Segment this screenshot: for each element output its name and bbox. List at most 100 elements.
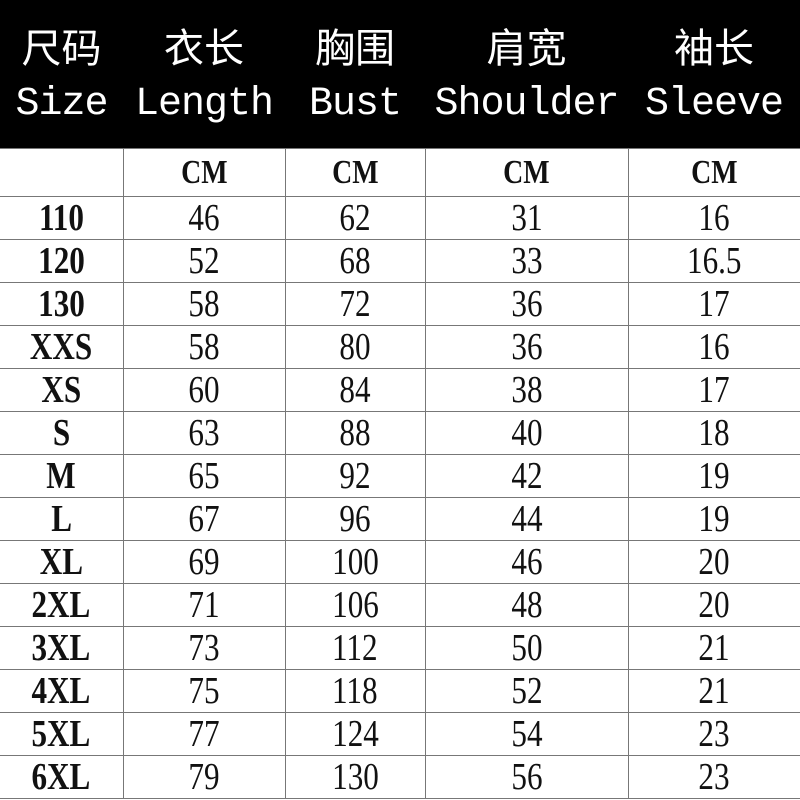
cell-value: 120 [37,240,85,282]
cell-shoulder: 48 [424,583,629,627]
cell-value: 16.5 [686,240,742,282]
cell-length: 65 [122,454,286,498]
table-row: S 63 88 40 18 [0,411,800,455]
cell-size: M [0,454,124,498]
cell-value: 48 [510,584,543,626]
header-length-en: Length [134,82,274,127]
cell-size: L [0,497,124,541]
cell-shoulder: 33 [424,239,629,283]
cell-sleeve: 19 [627,454,800,498]
cell-value: 16 [698,326,730,368]
cell-sleeve: 23 [627,712,800,756]
cell-sleeve: 20 [627,540,800,584]
cell-sleeve: 19 [627,497,800,541]
cell-bust: 92 [284,454,426,498]
cell-value: 36 [510,283,543,325]
cell-length: 58 [122,282,286,326]
cell-size: 130 [0,282,124,326]
cell-value: 44 [510,498,543,540]
table-row: L 67 96 44 19 [0,497,800,541]
cell-bust: 112 [284,626,426,670]
cell-bust: 96 [284,497,426,541]
cell-bust: 88 [284,411,426,455]
cell-value: 16 [698,197,730,239]
header-bust: 胸围 Bust [285,0,425,149]
cell-value: 58 [188,283,220,325]
cell-shoulder: 54 [424,712,629,756]
cell-sleeve: 16 [627,196,800,240]
cell-shoulder: 52 [424,669,629,713]
header-shoulder: 肩宽 Shoulder [425,0,628,149]
cell-value: 106 [331,584,379,626]
cell-value: 65 [188,455,220,497]
cell-value: 54 [510,713,543,755]
cell-size: 2XL [0,583,124,627]
table-row: M 65 92 42 19 [0,454,800,498]
cell-value: 71 [188,584,220,626]
header-bust-en: Bust [308,82,402,127]
cell-length: 67 [122,497,286,541]
cell-size: S [0,411,124,455]
cell-value: 124 [331,713,379,755]
cell-bust: 84 [284,368,426,412]
unit-row: CM CM CM CM [0,148,800,197]
cell-value: 72 [339,283,371,325]
cell-sleeve: 16.5 [627,239,800,283]
cell-length: 79 [122,755,286,799]
cell-shoulder: 36 [424,282,629,326]
table-row: 110 46 62 31 16 [0,196,800,240]
cell-value: 3XL [31,627,91,669]
cell-value: 21 [698,670,730,712]
cell-value: 23 [698,713,730,755]
unit-text: CM [331,153,379,191]
cell-sleeve: 16 [627,325,800,369]
cell-sleeve: 20 [627,583,800,627]
cell-value: 6XL [31,756,91,798]
unit-cell: CM [284,148,426,197]
cell-value: 38 [510,369,543,411]
header-sleeve: 袖长 Sleeve [628,0,800,149]
header-sleeve-en: Sleeve [644,82,784,127]
header-shoulder-en: Shoulder [434,82,619,127]
cell-sleeve: 18 [627,411,800,455]
table-row: XS 60 84 38 17 [0,368,800,412]
cell-value: 88 [339,412,371,454]
cell-value: 23 [698,756,730,798]
table-body: CM CM CM CM 110 46 62 31 16 120 52 68 33 16.5 130 58 72 3… [0,148,800,799]
cell-size: 110 [0,196,124,240]
cell-value: 20 [698,584,730,626]
cell-value: 52 [188,240,220,282]
cell-shoulder: 38 [424,368,629,412]
cell-sleeve: 21 [627,669,800,713]
unit-cell: CM [424,148,629,197]
cell-shoulder: 56 [424,755,629,799]
cell-value: 63 [188,412,220,454]
cell-value: 84 [339,369,371,411]
cell-bust: 130 [284,755,426,799]
table-header: 尺码 Size 衣长 Length 胸围 Bust 肩宽 Shoulder 袖长 Sleeve [0,0,800,149]
cell-value: 96 [339,498,371,540]
cell-value: 67 [188,498,220,540]
cell-shoulder: 50 [424,626,629,670]
cell-bust: 100 [284,540,426,584]
cell-length: 73 [122,626,286,670]
cell-value: 80 [339,326,371,368]
table-row: 3XL 73 112 50 21 [0,626,800,670]
cell-value: 33 [510,240,543,282]
cell-bust: 118 [284,669,426,713]
cell-value: 4XL [31,670,91,712]
unit-text: CM [503,153,550,191]
cell-value: XXS [30,326,93,368]
cell-value: 50 [510,627,543,669]
cell-value: 92 [339,455,371,497]
table-row: 120 52 68 33 16.5 [0,239,800,283]
cell-sleeve: 23 [627,755,800,799]
header-size-en: Size [15,82,108,127]
cell-sleeve: 17 [627,368,800,412]
cell-sleeve: 17 [627,282,800,326]
cell-value: 130 [37,283,85,325]
cell-length: 63 [122,411,286,455]
cell-bust: 124 [284,712,426,756]
cell-value: 62 [339,197,371,239]
cell-size: 6XL [0,755,124,799]
